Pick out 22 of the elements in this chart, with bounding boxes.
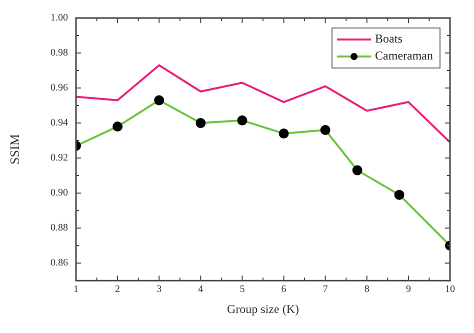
x-tick-label: 3 xyxy=(156,284,162,296)
y-tick-label: 0.88 xyxy=(50,222,68,234)
x-tick-label: 2 xyxy=(115,284,120,296)
legend-label: Boats xyxy=(375,32,403,46)
y-axis-title: SSIM xyxy=(7,134,22,164)
x-tick-label: 5 xyxy=(240,284,245,296)
x-tick-label: 6 xyxy=(281,284,286,296)
y-tick-label: 0.96 xyxy=(50,82,68,94)
y-tick-label: 0.92 xyxy=(50,152,68,164)
x-tick-label: 1 xyxy=(74,284,78,296)
x-tick-label: 9 xyxy=(406,284,411,296)
y-tick-label: 0.94 xyxy=(50,118,68,129)
x-tick-label: 4 xyxy=(198,284,204,296)
y-tick-label: 0.98 xyxy=(50,48,68,59)
y-tick-label: 1.00 xyxy=(50,12,68,24)
legend-label: Cameraman xyxy=(375,48,434,63)
y-tick-label: 0.86 xyxy=(50,258,68,269)
x-tick-label: 8 xyxy=(364,284,370,296)
x-tick-label: 7 xyxy=(322,284,328,296)
y-tick-label: 0.90 xyxy=(50,188,68,199)
x-axis-title: Group size (K) xyxy=(227,302,299,316)
x-tick-label: 10 xyxy=(445,284,455,296)
